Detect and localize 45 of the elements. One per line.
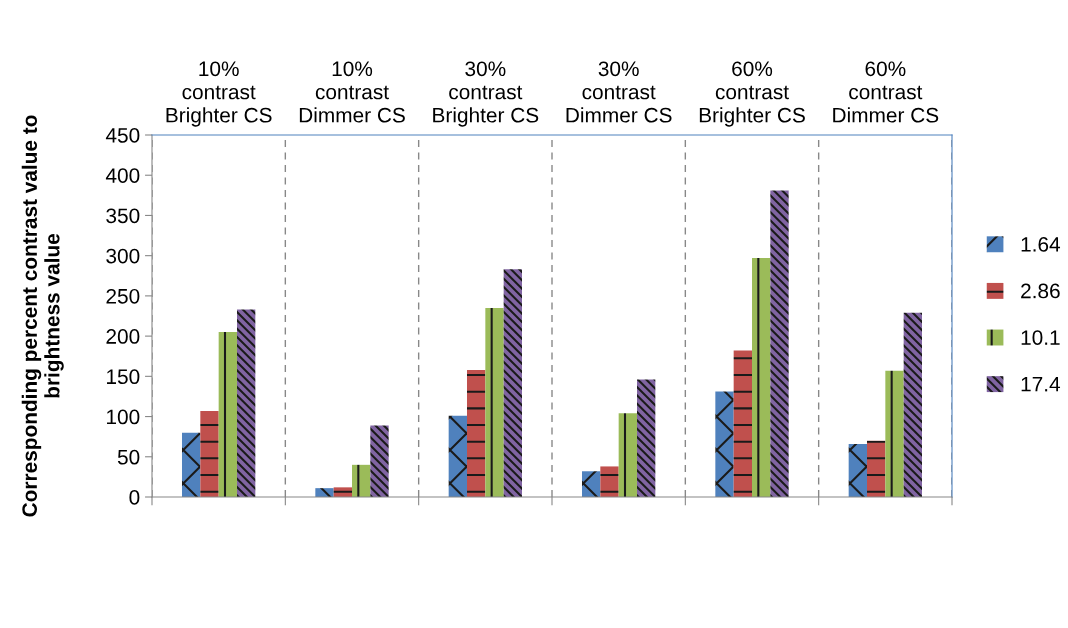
x-tick-label: 10% contrast Dimmer CS: [299, 61, 405, 123]
bar: [333, 487, 352, 497]
x-tick-label: 60% contrast Dimmer CS: [833, 61, 939, 123]
bar: [200, 410, 219, 497]
bar: [503, 269, 522, 497]
bar: [885, 370, 904, 497]
x-tick-label: 60% contrast Brighter CS: [699, 61, 805, 127]
bar: [733, 350, 752, 497]
y-tick-label: 400: [105, 168, 140, 183]
legend-label: 10.1: [1021, 330, 1060, 345]
y-tick-label: 0: [129, 490, 140, 505]
x-tick-label: 30% contrast Dimmer CS: [566, 61, 672, 123]
bar: [903, 312, 922, 497]
bar: [237, 309, 256, 497]
bar: [715, 391, 734, 497]
y-tick-label: 350: [106, 208, 140, 224]
legend-label: 17.4: [1021, 377, 1061, 392]
y-tick-label: 450: [105, 128, 140, 143]
bar: [770, 190, 789, 497]
bar: [370, 425, 389, 497]
bar: [752, 258, 771, 497]
y-tick-label: 100: [107, 409, 140, 425]
x-tick-label: 10% contrast Brighter CS: [166, 61, 272, 127]
legend-label: 2.86: [1021, 283, 1060, 299]
y-tick-label: 250: [106, 288, 140, 304]
bar: [315, 488, 334, 497]
bar: [582, 471, 601, 497]
bar: [848, 443, 867, 497]
bar: [467, 369, 486, 497]
bar: [352, 464, 371, 497]
y-tick-label: 50: [117, 449, 140, 465]
y-axis-title: Corresponding percent contrast value to brightness value: [21, 115, 64, 517]
bar: [448, 415, 467, 497]
bar: [637, 379, 656, 497]
y-tick-label: 150: [107, 369, 140, 385]
bar: [867, 440, 886, 497]
bar: [600, 466, 619, 497]
bar: [485, 307, 504, 497]
bar: [618, 413, 637, 497]
x-tick-label: 30% contrast Brighter CS: [433, 61, 539, 127]
legend-label: 1.64: [1021, 236, 1061, 252]
y-tick-label: 200: [106, 329, 140, 344]
y-tick-label: 300: [106, 248, 140, 264]
bar: [218, 332, 237, 497]
bar: [182, 432, 201, 497]
